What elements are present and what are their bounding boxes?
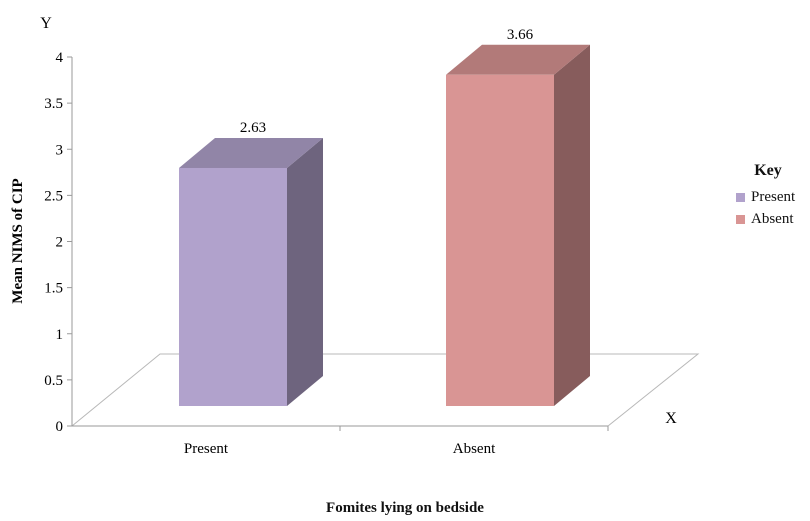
x-axis-letter: X (665, 410, 677, 427)
legend: Key Present Absent (726, 162, 810, 230)
bar-present (179, 167, 287, 406)
bar-top-present (179, 137, 323, 168)
legend-title: Key (754, 162, 782, 179)
bar-side-present (287, 137, 323, 407)
legend-label-absent: Absent (751, 210, 794, 227)
legend-item-present: Present (726, 186, 810, 208)
y-tick-label: 2 (56, 235, 64, 251)
y-tick-label: 3 (56, 142, 64, 158)
y-tick-label: 2.5 (44, 188, 63, 204)
x-tick-label: Present (184, 441, 229, 457)
x-tick-label: Absent (453, 441, 496, 457)
data-label: 2.63 (240, 120, 266, 136)
bar-absent (446, 74, 554, 407)
legend-label-present: Present (751, 188, 796, 205)
y-tick-label: 0 (56, 419, 64, 435)
legend-swatch-absent (736, 214, 745, 224)
legend-item-absent: Absent (726, 208, 810, 230)
y-axis-letter: Y (40, 15, 52, 32)
data-label: 3.66 (507, 27, 534, 43)
y-tick-label: 4 (56, 50, 64, 66)
y-tick-label: 1 (56, 327, 64, 343)
y-tick-label: 0.5 (44, 373, 63, 389)
bar-top-absent (446, 44, 590, 75)
legend-swatch-present (736, 192, 745, 202)
y-tick-label: 3.5 (44, 96, 63, 112)
chart-floor (70, 353, 700, 427)
x-axis-title: Fomites lying on bedside (326, 500, 484, 516)
y-axis-title: Mean NIMS of CIP (10, 178, 26, 303)
y-tick-label: 1.5 (44, 281, 63, 297)
bar-side-absent (554, 44, 590, 407)
